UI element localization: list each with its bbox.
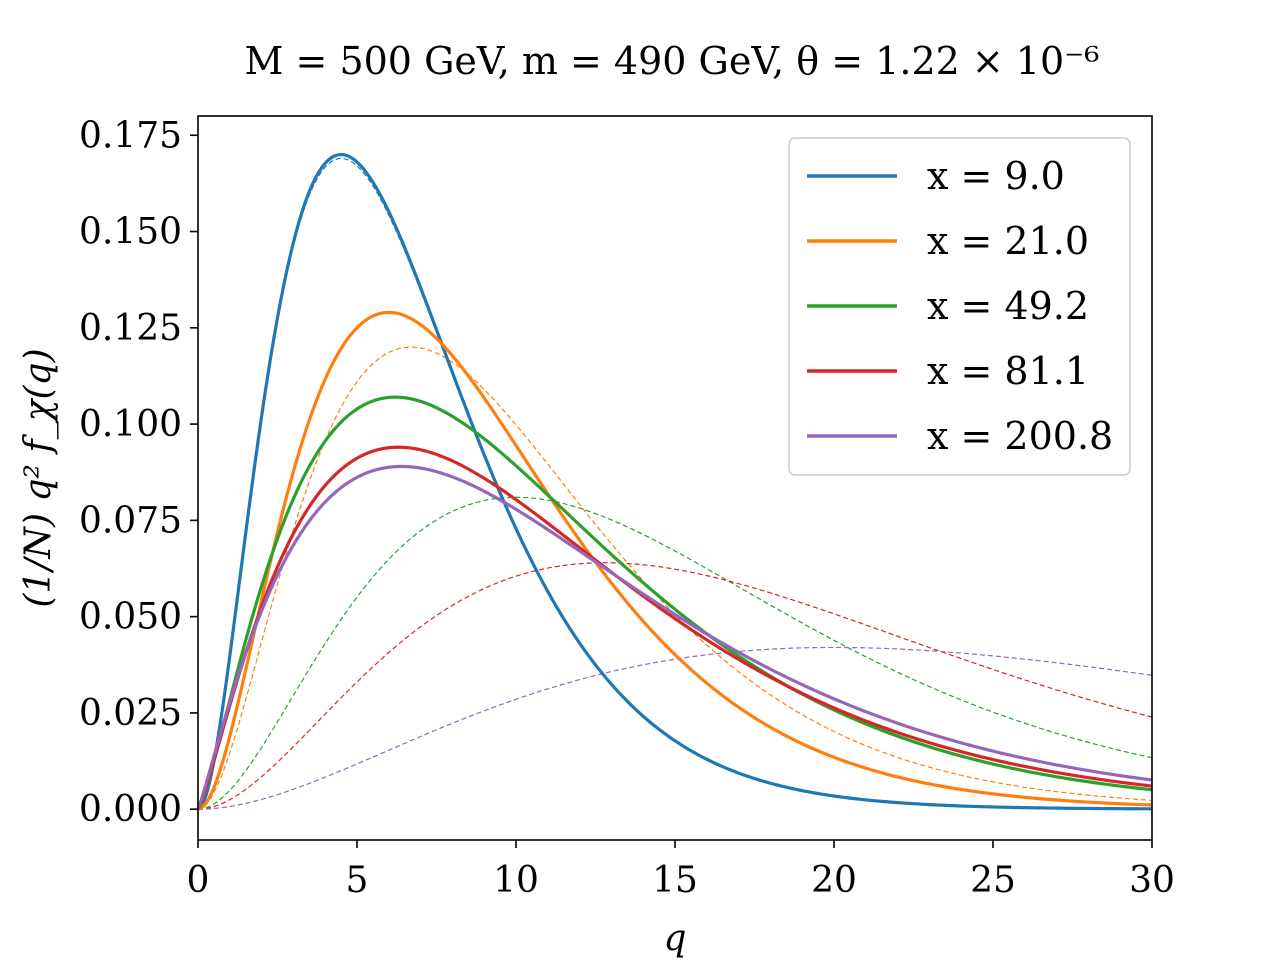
series-reference-line-4 (198, 562, 1152, 810)
x-tick-label: 20 (811, 860, 857, 901)
series-line-5 (198, 464, 1152, 810)
y-tick-label: 0.100 (79, 404, 182, 445)
legend-label-5: x = 200.8 (927, 414, 1113, 458)
y-tick-label: 0.000 (79, 789, 182, 830)
x-tick-label: 10 (493, 860, 539, 901)
x-axis-title: q (663, 918, 686, 959)
legend-label-4: x = 81.1 (927, 349, 1089, 393)
series-reference-line-3 (198, 496, 1152, 810)
y-tick-label: 0.075 (79, 500, 182, 541)
y-tick-label: 0.050 (79, 597, 182, 638)
axes: 0 5 10 15 20 25 30 0.000 0.025 0.050 0.075 0.100 0.1… (79, 115, 1175, 901)
legend-label-3: x = 49.2 (927, 284, 1089, 328)
legend-box (788, 137, 1131, 476)
chart-title: M = 500 GeV, m = 490 GeV, θ = 1.22 × 10⁻… (245, 39, 1100, 83)
y-axis-title: (1/N) q² f_χ(q) (18, 348, 59, 607)
curves (198, 152, 1152, 811)
legend-label-2: x = 21.0 (927, 219, 1089, 263)
series-line-4 (198, 445, 1152, 810)
series-line-1 (198, 152, 1152, 811)
x-tick-label: 0 (187, 860, 210, 901)
series-line-2 (198, 310, 1152, 811)
legend-label-1: x = 9.0 (927, 154, 1065, 198)
series-reference-line-2 (198, 346, 1152, 810)
x-tick-label: 5 (346, 860, 369, 901)
y-tick-label: 0.125 (79, 308, 182, 349)
legend: x = 9.0 x = 21.0 x = 49.2 x = 81.1 x = 200.8 (788, 137, 1131, 476)
x-tick-label: 25 (970, 860, 1016, 901)
y-tick-label: 0.025 (79, 693, 182, 734)
series-line-3 (198, 395, 1152, 810)
plot-area (198, 152, 1152, 811)
x-tick-label: 15 (652, 860, 698, 901)
y-tick-label: 0.150 (79, 212, 182, 253)
x-tick-label: 30 (1129, 860, 1175, 901)
y-tick-label: 0.175 (79, 115, 182, 156)
